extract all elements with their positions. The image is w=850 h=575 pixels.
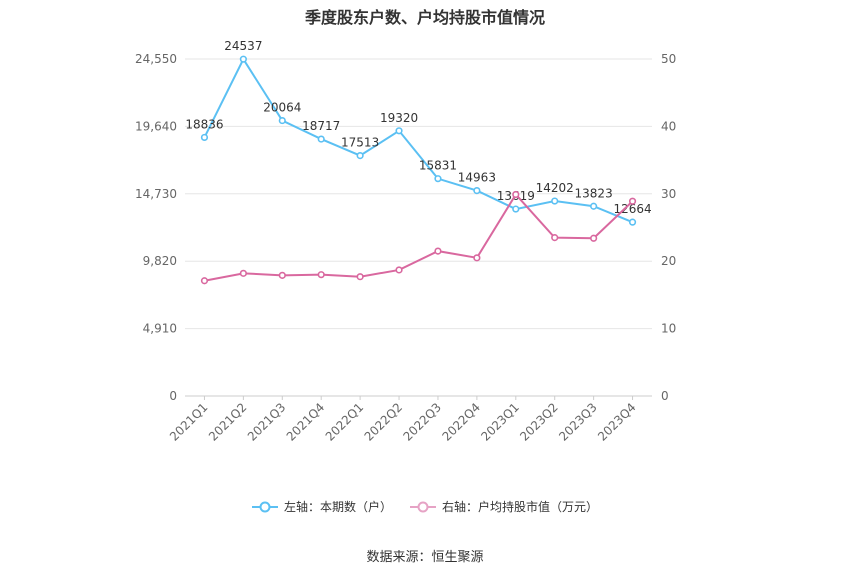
data-label: 18836 (185, 117, 223, 131)
data-point (239, 269, 247, 277)
legend-left-marker-icon (251, 501, 278, 512)
x-tick-label: 2022Q4 (439, 400, 483, 444)
right-axis: 0 10 20 30 40 50 (661, 52, 676, 403)
legend-item-left-series[interactable]: 左轴：本期数（户） (251, 498, 392, 515)
data-point (628, 218, 637, 226)
data-point (317, 271, 325, 279)
legend-right-label: 右轴：户均持股市值（万元） (442, 500, 599, 514)
left-axis: 0 4,910 9,820 14,730 19,640 24,550 (135, 52, 177, 403)
data-label: 19320 (380, 111, 418, 125)
data-point (200, 277, 209, 285)
x-tick-label: 2021Q4 (284, 400, 328, 444)
data-point (317, 135, 325, 143)
data-point (356, 151, 364, 160)
right-tick-label: 40 (661, 119, 676, 133)
data-point (473, 254, 481, 262)
data-label: 24537 (224, 39, 262, 53)
data-point (512, 205, 520, 213)
data-point (551, 234, 559, 242)
left-tick-label: 4,910 (143, 322, 177, 336)
data-point (590, 234, 598, 242)
x-tick-label: 2021Q1 (167, 400, 211, 444)
data-label: 14202 (536, 181, 574, 195)
x-tick-label: 2022Q1 (323, 400, 367, 444)
data-point (628, 197, 637, 205)
data-point (551, 197, 559, 205)
data-point (356, 273, 364, 281)
x-tick-label: 2023Q2 (517, 400, 561, 444)
left-tick-label: 24,550 (135, 52, 177, 66)
data-label: 18717 (302, 119, 340, 133)
data-point (395, 127, 403, 135)
right-tick-label: 0 (661, 389, 669, 403)
series-line-right (204, 192, 634, 282)
data-point (590, 202, 598, 210)
data-point (434, 247, 442, 255)
x-axis: 2021Q12021Q22021Q32021Q42022Q12022Q22022… (167, 396, 639, 444)
data-point (278, 116, 286, 125)
left-tick-label: 9,820 (143, 254, 177, 268)
legend: 左轴：本期数（户） 右轴：户均持股市值（万元） (0, 498, 850, 515)
x-tick-label: 2021Q3 (245, 400, 289, 444)
x-tick-label: 2023Q1 (478, 400, 522, 444)
data-label: 15831 (419, 159, 457, 173)
right-tick-label: 50 (661, 52, 676, 66)
data-point (200, 133, 209, 142)
chart-title: 季度股东户数、户均持股市值情况 (304, 8, 545, 27)
data-point (473, 187, 481, 195)
x-tick-label: 2023Q4 (595, 400, 639, 444)
data-label: 12664 (613, 202, 651, 216)
data-label: 20064 (263, 101, 301, 115)
grid-lines (185, 58, 652, 397)
x-tick-label: 2022Q3 (401, 400, 445, 444)
x-tick-label: 2021Q2 (206, 400, 250, 444)
right-tick-label: 20 (661, 254, 676, 268)
right-tick-label: 10 (661, 322, 676, 336)
left-tick-label: 0 (169, 389, 177, 403)
data-label: 13823 (575, 186, 613, 200)
right-tick-label: 30 (661, 187, 676, 201)
left-tick-label: 19,640 (135, 119, 177, 133)
data-point (278, 271, 286, 279)
x-tick-label: 2023Q3 (556, 400, 600, 444)
data-point (239, 55, 247, 63)
data-point (434, 175, 442, 183)
data-label: 14963 (458, 171, 496, 185)
legend-right-marker-icon (410, 501, 436, 512)
data-point (395, 266, 403, 274)
x-tick-label: 2022Q2 (362, 400, 406, 444)
left-tick-label: 14,730 (135, 187, 177, 201)
data-point (512, 190, 520, 199)
series-line-left (203, 57, 633, 224)
legend-item-right-series[interactable]: 右轴：户均持股市值（万元） (410, 498, 598, 515)
source-note: 数据来源：恒生聚源 (366, 550, 484, 565)
data-label: 17513 (341, 136, 379, 150)
legend-left-label: 左轴：本期数（户） (283, 500, 392, 514)
